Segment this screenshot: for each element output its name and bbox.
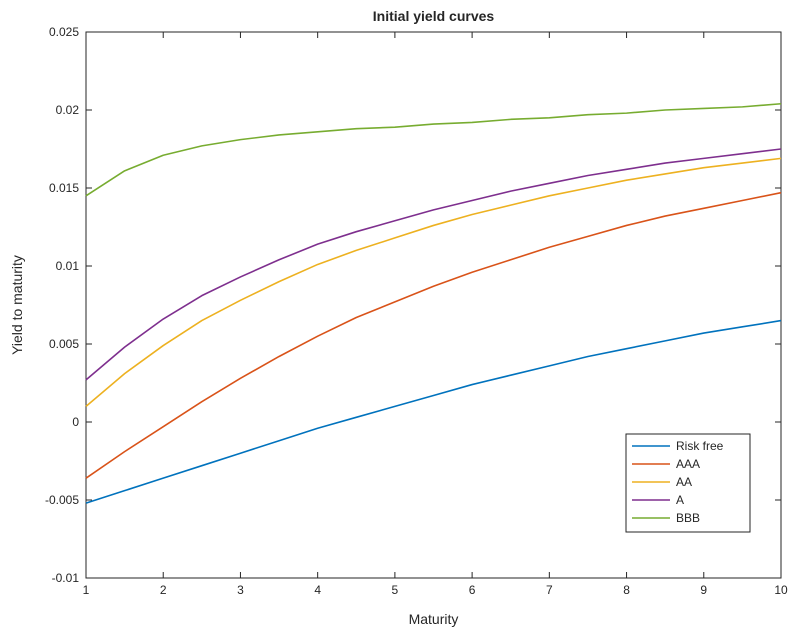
series-line-3 bbox=[85, 148, 782, 381]
legend-label: AAA bbox=[676, 457, 700, 471]
legend-label: BBB bbox=[676, 511, 700, 525]
series-lines bbox=[85, 102, 782, 504]
series-line-2 bbox=[85, 157, 782, 408]
x-tick-label: 5 bbox=[392, 583, 399, 597]
legend-label: AA bbox=[676, 475, 692, 489]
x-axis-label: Maturity bbox=[409, 611, 459, 627]
x-tick-label: 2 bbox=[160, 583, 167, 597]
series-line-0 bbox=[85, 319, 782, 504]
series-line-1 bbox=[85, 191, 782, 479]
x-tick-label: 3 bbox=[237, 583, 244, 597]
y-tick-label: -0.005 bbox=[45, 493, 79, 507]
x-tick-label: 10 bbox=[774, 583, 788, 597]
legend-label: Risk free bbox=[676, 439, 724, 453]
chart-title: Initial yield curves bbox=[373, 8, 495, 24]
y-axis-label: Yield to maturity bbox=[9, 255, 25, 355]
y-tick-label: 0.005 bbox=[49, 337, 79, 351]
y-axis-ticks: -0.01 -0.005 0 0.005 0.01 0.015 0.02 0.025 bbox=[45, 25, 781, 585]
y-tick-label: 0 bbox=[72, 415, 79, 429]
x-tick-label: 8 bbox=[623, 583, 630, 597]
y-tick-label: 0.025 bbox=[49, 25, 79, 39]
y-tick-label: 0.015 bbox=[49, 181, 79, 195]
y-tick-label: -0.01 bbox=[52, 571, 80, 585]
x-tick-label: 7 bbox=[546, 583, 553, 597]
series-line-4 bbox=[85, 102, 782, 197]
x-axis-ticks: 1 2 3 4 5 6 7 8 9 10 bbox=[83, 32, 788, 597]
x-tick-label: 4 bbox=[314, 583, 321, 597]
x-tick-label: 6 bbox=[469, 583, 476, 597]
legend-label: A bbox=[676, 493, 684, 507]
y-tick-label: 0.02 bbox=[56, 103, 80, 117]
x-tick-label: 9 bbox=[700, 583, 707, 597]
legend-box bbox=[625, 433, 751, 533]
x-tick-label: 1 bbox=[83, 583, 90, 597]
y-tick-label: 0.01 bbox=[56, 259, 80, 273]
